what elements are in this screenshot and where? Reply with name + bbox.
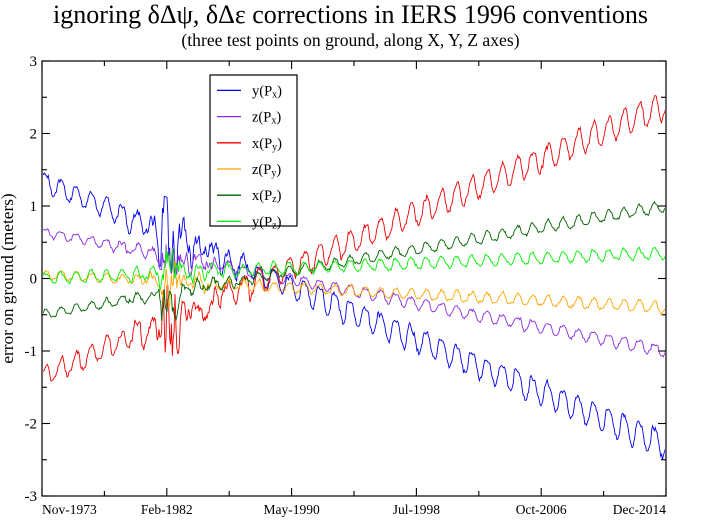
svg-text:Oct-2006: Oct-2006 [516,502,567,517]
svg-text:Feb-1982: Feb-1982 [141,502,193,517]
svg-text:-1: -1 [25,344,38,360]
svg-text:Jul-1998: Jul-1998 [393,502,441,517]
svg-text:1: 1 [30,199,38,215]
svg-text:0: 0 [30,272,38,288]
svg-text:Dec-2014: Dec-2014 [613,502,666,517]
svg-text:x(Pz): x(Pz) [252,188,282,205]
svg-text:-2: -2 [25,417,38,433]
svg-text:-3: -3 [25,489,38,505]
svg-text:z(Px): z(Px) [252,110,281,127]
svg-text:May-1990: May-1990 [263,502,319,517]
svg-text:error on ground (meters): error on ground (meters) [0,193,17,363]
svg-text:Nov-1973: Nov-1973 [42,502,97,517]
svg-text:2: 2 [30,127,38,143]
svg-text:y(Pz): y(Pz) [252,214,282,231]
svg-text:z(Py): z(Py) [252,162,281,179]
svg-text:y(Px): y(Px) [252,83,282,100]
svg-text:x(Py): x(Py) [252,136,282,153]
svg-text:3: 3 [30,54,38,70]
